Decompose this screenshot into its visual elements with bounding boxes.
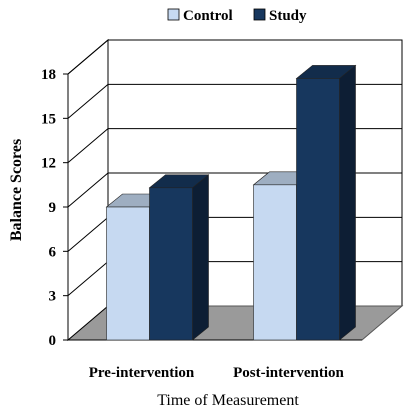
legend-label-control: Control: [183, 8, 233, 24]
x-tick-label: Pre-intervention: [89, 365, 195, 381]
x-tick-label: Post-intervention: [233, 365, 344, 381]
legend-swatch-study: [253, 8, 266, 21]
y-tick-label: 3: [49, 289, 57, 305]
x-axis-title: Time of Measurement: [157, 392, 299, 409]
bar-study-1: [296, 78, 340, 341]
y-tick-label: 9: [49, 200, 57, 216]
y-tick-label: 0: [49, 333, 57, 349]
gridline: [67, 39, 402, 75]
bar-study-0: [149, 187, 193, 341]
y-tick-label: 15: [41, 111, 56, 127]
legend-label-study: Study: [269, 8, 307, 24]
y-tick-label: 18: [41, 67, 56, 83]
bar-control-0: [106, 206, 150, 341]
bar-control-1: [253, 184, 297, 341]
bar-side-study-1: [339, 64, 356, 341]
legend-swatch-control: [167, 8, 180, 21]
plot-area: 0 3 6 9 12 15 18 Pre-intervention Post-intervent…: [41, 38, 404, 381]
y-tick-label: 12: [41, 156, 56, 172]
bar-side-study-0: [192, 174, 209, 341]
y-axis-title: Balance Scores: [8, 139, 25, 241]
legend: Control Study: [167, 8, 307, 24]
y-tick-label: 6: [49, 244, 57, 260]
